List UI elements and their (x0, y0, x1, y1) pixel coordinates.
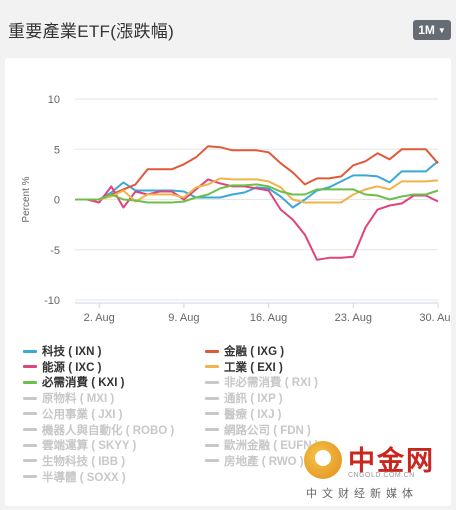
legend-label: 房地產 ( RWO ) (224, 455, 304, 468)
legend-swatch (23, 412, 37, 416)
legend-swatch (205, 428, 219, 431)
range-selector-button[interactable]: 1M ▼ (413, 20, 451, 40)
x-tick-label: 9. Aug (168, 312, 199, 324)
legend-item[interactable]: 半導體 ( SOXX ) (23, 469, 126, 485)
watermark-domain: CNGOLD.COM.CN (348, 472, 415, 479)
y-tick-label: -5 (50, 245, 60, 257)
series-line-4 (75, 183, 439, 204)
legend-item[interactable]: 公用事業 ( JXI ) (23, 406, 123, 422)
legend-swatch (23, 396, 37, 400)
legend-label: 公用事業 ( JXI ) (42, 408, 123, 421)
legend-label: 原物料 ( MXI ) (42, 393, 115, 406)
x-tick-label: 23. Aug (335, 312, 372, 324)
legend-label: 必需消費 ( KXI ) (42, 377, 125, 390)
legend-swatch (23, 428, 37, 431)
legend-item[interactable]: 醫療 ( IXJ ) (205, 406, 282, 422)
legend-item[interactable]: 非必需消費 ( RXI ) (205, 374, 318, 390)
legend-swatch (23, 365, 37, 369)
legend-label: 能源 ( IXC ) (42, 361, 102, 374)
cngold-logo-icon (304, 441, 342, 479)
legend-label: 醫療 ( IXJ ) (224, 408, 282, 421)
legend-swatch (205, 365, 219, 369)
legend-item[interactable]: 科技 ( IXN ) (23, 343, 101, 359)
line-chart: 10 5 0 -5 -10 2. Aug 9. Aug 16. Aug 23. Aug 30. A… (21, 94, 451, 324)
watermark-subtitle: 中文财经新媒体 (306, 488, 418, 500)
x-tick-label: 2. Aug (84, 312, 115, 324)
series-line-1 (75, 145, 439, 201)
legend-label: 工業 ( EXI ) (224, 361, 283, 374)
legend-swatch (23, 459, 37, 463)
range-label: 1M (418, 23, 435, 37)
legend-item[interactable]: 金融 ( IXG ) (205, 343, 284, 359)
legend-label: 通訊 ( IXP ) (224, 393, 283, 406)
legend-swatch (23, 349, 37, 353)
legend-swatch (205, 396, 219, 400)
x-tick-label: 16. Aug (250, 312, 287, 324)
legend-label: 歐洲金融 ( EUFN ) (224, 440, 319, 453)
legend-label: 網路公司 ( FDN ) (224, 424, 311, 437)
legend-label: 機器人與自動化 ( ROBO ) (42, 424, 175, 437)
legend-item[interactable]: 生物科技 ( IBB ) (23, 453, 125, 469)
legend-item[interactable]: 網路公司 ( FDN ) (205, 422, 311, 438)
legend-swatch (205, 459, 219, 463)
chart-card: 10 5 0 -5 -10 2. Aug 9. Aug 16. Aug 23. Aug 30. A… (5, 58, 451, 506)
legend-item[interactable]: 歐洲金融 ( EUFN ) (205, 437, 319, 453)
legend-item[interactable]: 機器人與自動化 ( ROBO ) (23, 422, 174, 438)
watermark-name: 中金网 (348, 446, 435, 477)
x-tick-label: 30. Aug (419, 312, 451, 324)
legend-swatch (205, 412, 219, 416)
chart-title: 重要產業ETF(漲跌幅) (8, 22, 175, 41)
legend-label: 科技 ( IXN ) (42, 346, 102, 358)
legend-swatch (205, 380, 219, 384)
legend-item[interactable]: 通訊 ( IXP ) (205, 390, 283, 406)
legend-swatch (23, 443, 37, 447)
legend-label: 半導體 ( SOXX ) (42, 471, 126, 484)
y-tick-label: 10 (48, 94, 60, 106)
watermark: 中金网 CNGOLD.COM.CN 中文财经新媒体 (296, 433, 446, 503)
chart-header: 重要產業ETF(漲跌幅) 1M ▼ (0, 0, 456, 58)
legend-item[interactable]: 房地產 ( RWO ) (205, 453, 304, 469)
legend-label: 金融 ( IXG ) (224, 346, 285, 358)
legend-item[interactable]: 原物料 ( MXI ) (23, 390, 114, 406)
legend-item[interactable]: 工業 ( EXI ) (205, 359, 283, 375)
legend-swatch (205, 349, 219, 353)
chevron-down-icon: ▼ (437, 25, 446, 35)
y-tick-label: 0 (54, 195, 60, 207)
legend-label: 雲端運算 ( SKYY ) (42, 440, 137, 453)
legend-swatch (205, 443, 219, 447)
legend-item[interactable]: 必需消費 ( KXI ) (23, 374, 124, 390)
legend-label: 非必需消費 ( RXI ) (224, 377, 318, 390)
legend-item[interactable]: 雲端運算 ( SKYY ) (23, 437, 136, 453)
legend-swatch (23, 475, 37, 479)
legend-swatch (23, 380, 37, 384)
y-tick-label: -10 (44, 295, 60, 307)
series-line-2 (75, 178, 439, 261)
y-tick-label: 5 (54, 144, 60, 156)
legend-item[interactable]: 能源 ( IXC ) (23, 359, 101, 375)
legend-label: 生物科技 ( IBB ) (42, 455, 126, 468)
y-axis-label: Percent % (21, 176, 32, 222)
